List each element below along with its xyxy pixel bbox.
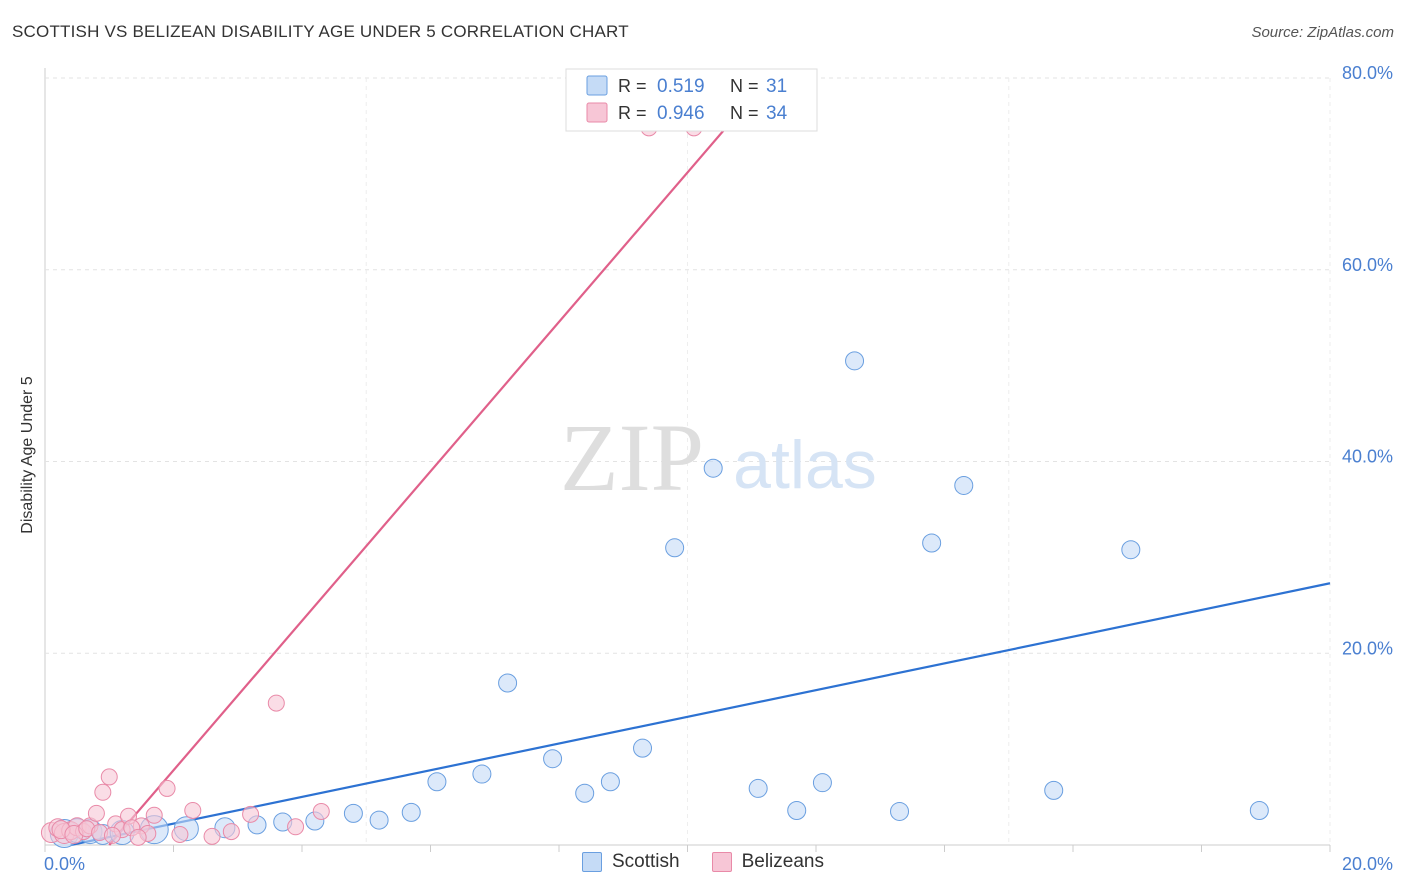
- point-scottish: [633, 738, 653, 758]
- point-belizeans: [129, 828, 147, 846]
- point-belizeans: [242, 805, 260, 823]
- point-belizeans: [203, 827, 221, 845]
- point-scottish: [922, 533, 942, 553]
- stats-n-label: N =: [730, 76, 759, 96]
- x-tick-label-left: 0.0%: [44, 854, 85, 874]
- watermark-zip: ZIP: [560, 404, 704, 511]
- point-belizeans: [222, 823, 240, 841]
- point-belizeans: [100, 768, 118, 786]
- stats-r-value: 0.519: [657, 76, 705, 97]
- stats-r-label: R =: [618, 76, 647, 96]
- point-scottish: [845, 351, 865, 371]
- stats-legend-box: [565, 68, 818, 132]
- point-scottish: [812, 773, 832, 793]
- point-scottish: [543, 749, 563, 769]
- point-scottish: [600, 772, 620, 792]
- trend-line-scottish: [70, 582, 1331, 847]
- point-belizeans: [287, 818, 305, 836]
- source-label: Source: ZipAtlas.com: [1251, 24, 1394, 41]
- stats-r-label: R =: [618, 103, 647, 123]
- point-belizeans: [87, 804, 105, 822]
- x-tick-labels: 0.0% 20.0%: [44, 854, 1393, 874]
- legend-label-scottish: Scottish: [612, 851, 680, 872]
- point-scottish: [498, 673, 518, 693]
- stats-n-label: N =: [730, 103, 759, 123]
- point-scottish: [575, 783, 595, 803]
- point-scottish: [703, 458, 723, 478]
- legend-label-belizeans: Belizeans: [741, 851, 824, 872]
- point-belizeans: [103, 826, 121, 844]
- point-belizeans: [312, 802, 330, 820]
- y-tick-label: 20.0%: [1342, 638, 1393, 658]
- point-belizeans: [145, 806, 163, 824]
- stats-n-value: 34: [766, 103, 788, 124]
- point-scottish: [401, 802, 421, 822]
- legend-item-belizeans: Belizeans: [711, 851, 824, 873]
- point-scottish: [369, 810, 389, 830]
- point-belizeans: [94, 783, 112, 801]
- point-scottish: [1044, 780, 1064, 800]
- chart-title: SCOTTISH VS BELIZEAN DISABILITY AGE UNDE…: [12, 22, 629, 41]
- stats-swatch-belizeans: [586, 102, 608, 123]
- stats-n-value: 31: [766, 76, 787, 97]
- legend-item-scottish: Scottish: [582, 851, 680, 873]
- stats-swatch-scottish: [586, 75, 608, 96]
- watermark: ZIP atlas: [560, 404, 877, 511]
- trend-lines: [70, 82, 1331, 847]
- series-legend: Scottish Belizeans: [0, 851, 1406, 873]
- y-tick-label: 60.0%: [1342, 255, 1393, 275]
- y-tick-label: 40.0%: [1342, 447, 1393, 467]
- point-belizeans: [171, 825, 189, 843]
- y-tick-label: 80.0%: [1342, 63, 1393, 83]
- point-scottish: [427, 772, 447, 792]
- legend-swatch-scottish: [582, 852, 602, 872]
- x-tick-label-right: 20.0%: [1342, 854, 1393, 874]
- point-scottish: [472, 764, 492, 784]
- point-scottish: [890, 801, 910, 821]
- point-scottish: [1249, 800, 1269, 820]
- stats-legend: R = 0.519 N = 31 R = 0.946 N = 34: [565, 68, 818, 132]
- point-scottish: [787, 800, 807, 820]
- watermark-atlas: atlas: [733, 427, 877, 503]
- point-scottish: [343, 803, 363, 823]
- y-tick-labels: 20.0% 40.0% 60.0% 80.0%: [1342, 63, 1393, 658]
- point-scottish: [665, 538, 685, 558]
- point-belizeans: [184, 801, 202, 819]
- point-belizeans: [267, 694, 285, 712]
- point-scottish: [1121, 540, 1141, 560]
- trend-line-belizeans: [108, 82, 766, 846]
- legend-swatch-belizeans: [711, 852, 732, 872]
- point-belizeans: [158, 779, 176, 797]
- stats-r-value: 0.946: [657, 103, 705, 124]
- point-scottish: [748, 778, 768, 798]
- point-scottish: [954, 475, 974, 495]
